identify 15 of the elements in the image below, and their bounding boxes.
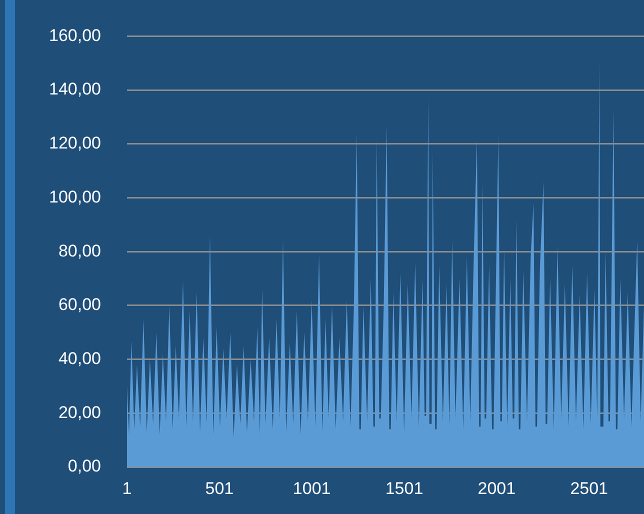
y-tick-label: 160,00 (49, 26, 101, 45)
x-tick-label: 2001 (478, 478, 516, 498)
x-tick-label: 1 (122, 478, 132, 498)
x-tick-label: 501 (205, 478, 234, 498)
y-tick-label: 140,00 (49, 80, 101, 99)
y-tick-label: 60,00 (58, 295, 101, 314)
x-tick-label: 1501 (385, 478, 424, 498)
y-tick-label: 100,00 (49, 187, 101, 206)
y-tick-label: 20,00 (58, 402, 101, 422)
y-tick-label: 120,00 (49, 134, 101, 153)
y-tick-label: 0,00 (68, 456, 101, 476)
x-tick-label: 1001 (292, 478, 331, 498)
y-tick-label: 80,00 (58, 241, 101, 260)
x-tick-label: 2501 (570, 478, 608, 498)
y-tick-label: 40,00 (58, 348, 101, 368)
